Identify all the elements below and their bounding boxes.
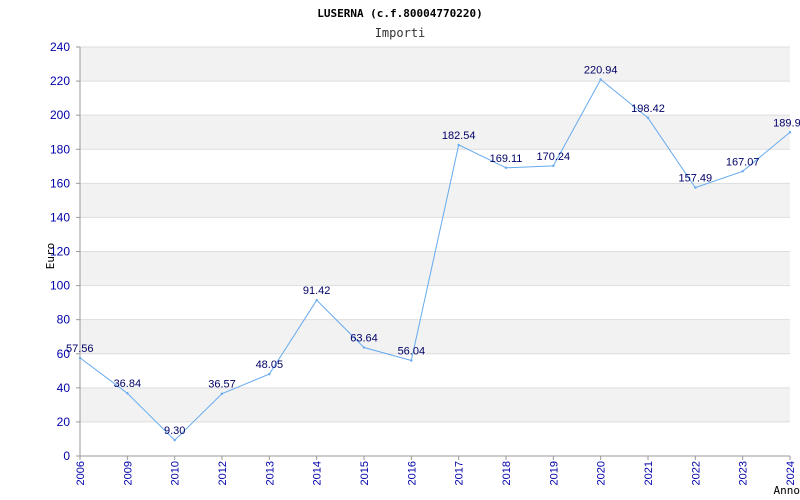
data-point <box>457 143 460 147</box>
data-label: 48.05 <box>256 359 284 371</box>
chart-subtitle: Importi <box>375 26 426 40</box>
x-tick-label: 2010 <box>170 461 182 485</box>
x-tick-label: 2021 <box>643 461 655 485</box>
y-tick-label: 40 <box>57 381 71 395</box>
x-tick-label: 2019 <box>548 461 560 485</box>
background-band <box>80 183 790 218</box>
x-tick-label: 2020 <box>596 461 608 485</box>
y-tick-label: 180 <box>50 142 70 156</box>
data-point <box>504 166 508 170</box>
background-band <box>80 319 790 354</box>
y-tick-label: 160 <box>50 176 70 190</box>
x-tick-label: 2024 <box>785 461 797 485</box>
data-label: 167.07 <box>726 156 760 168</box>
data-point <box>646 116 650 120</box>
data-point <box>126 392 129 395</box>
x-tick-label: 2018 <box>501 461 513 485</box>
data-labels: 57.56 36.84 9.30 36.57 48.05 91.42 63.64 56.04 1… <box>66 64 800 437</box>
x-tick-label: 2023 <box>738 461 750 485</box>
y-tick-label: 140 <box>50 210 70 224</box>
data-point <box>599 78 602 81</box>
background-band <box>80 387 790 422</box>
y-tick-label: 20 <box>57 415 71 429</box>
x-tick-label: 2012 <box>217 461 229 485</box>
series-line <box>79 78 791 441</box>
x-tick-label: 2014 <box>312 461 324 485</box>
background-band <box>80 251 790 286</box>
y-tick-label: 0 <box>63 449 70 463</box>
y-tick-label: 80 <box>57 313 71 327</box>
y-tick-label: 240 <box>50 40 70 54</box>
data-point <box>741 170 744 173</box>
background-band <box>80 115 790 150</box>
data-label: 57.56 <box>66 343 94 355</box>
data-point <box>268 372 271 376</box>
x-tick-label: 2016 <box>406 461 418 485</box>
data-point <box>410 359 413 362</box>
data-point <box>694 186 697 189</box>
data-point <box>788 131 792 134</box>
data-point <box>220 392 224 395</box>
x-tick-label: 2006 <box>75 461 87 485</box>
data-point <box>552 164 555 168</box>
y-tick-labels: 0 20 40 60 80 100 120 140 160 180 200 220 240 <box>50 40 70 463</box>
data-label: 56.04 <box>398 345 426 357</box>
data-point <box>78 356 82 360</box>
data-label: 157.49 <box>679 173 713 185</box>
data-label: 198.42 <box>631 103 665 115</box>
x-tick-label: 2013 <box>264 461 276 485</box>
data-point <box>173 438 176 442</box>
series-group <box>78 78 792 442</box>
y-tick-label: 100 <box>50 279 70 293</box>
background-band <box>80 47 790 82</box>
x-tick-labels: 2006 2009 2010 2012 2013 2014 2015 2016 2017 2018… <box>75 461 797 485</box>
data-label: 36.57 <box>208 379 236 391</box>
y-tick-label: 120 <box>50 245 70 259</box>
data-label: 220.94 <box>584 64 618 76</box>
data-point <box>315 299 318 302</box>
data-label: 63.64 <box>350 333 378 345</box>
y-tick-label: 200 <box>50 108 70 122</box>
background-bands <box>80 47 790 422</box>
x-tick-label: 2009 <box>122 461 134 485</box>
data-label: 189.97 <box>773 117 800 129</box>
data-label: 91.42 <box>303 285 331 297</box>
y-tick-label: 60 <box>57 347 71 361</box>
data-label: 182.54 <box>442 130 476 142</box>
data-label: 36.84 <box>114 378 142 390</box>
data-point <box>362 346 366 349</box>
data-label: 169.11 <box>490 153 523 165</box>
x-tick-label: 2015 <box>359 461 371 485</box>
gridlines <box>80 46 790 457</box>
x-tick-label: 2022 <box>690 461 702 485</box>
data-label: 170.24 <box>537 151 571 163</box>
y-tick-label: 220 <box>50 74 70 88</box>
chart-title: LUSERNA (c.f.80004770220) <box>317 7 483 20</box>
data-label: 9.30 <box>164 425 185 437</box>
x-tick-label: 2017 <box>454 461 466 485</box>
axes <box>76 46 791 460</box>
y-axis-label: Euro <box>44 243 57 270</box>
x-axis-label: Anno <box>774 484 800 497</box>
